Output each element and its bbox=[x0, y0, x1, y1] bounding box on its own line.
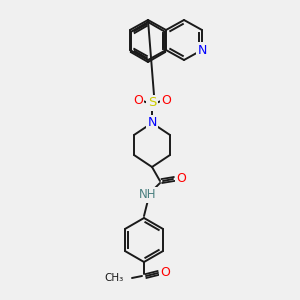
Text: N: N bbox=[147, 116, 157, 130]
Text: NH: NH bbox=[139, 188, 157, 202]
Text: N: N bbox=[197, 44, 207, 56]
Text: O: O bbox=[133, 94, 143, 107]
Text: O: O bbox=[161, 94, 171, 107]
Text: S: S bbox=[148, 97, 156, 110]
Text: O: O bbox=[160, 266, 170, 280]
Text: O: O bbox=[176, 172, 186, 185]
Text: CH₃: CH₃ bbox=[105, 273, 124, 283]
